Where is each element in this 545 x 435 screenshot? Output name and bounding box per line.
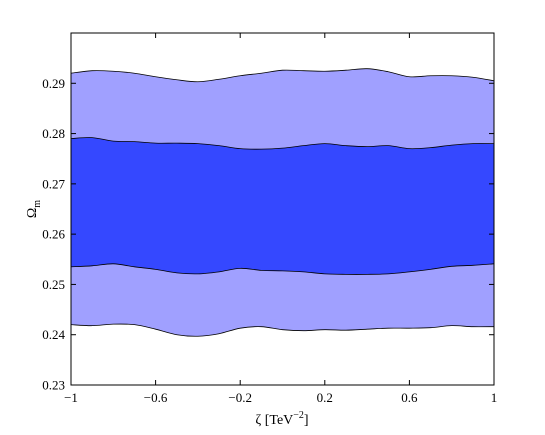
y-tick-label: 0.27 [42,176,65,191]
region-outer-upper-boundary [70,68,495,83]
region-inner-lower-boundary [70,263,495,275]
y-tick-label: 0.29 [42,76,65,91]
x-tick-label: −0.6 [144,390,168,405]
region-inner-fill [71,137,494,275]
y-tick-label: 0.25 [42,277,65,292]
y-axis-label: Ωm [25,200,43,218]
x-tick-label: 0.2 [317,390,333,405]
x-tick-label: −0.2 [228,390,252,405]
y-tick-label: 0.26 [42,227,65,242]
x-tick-label: 1 [491,390,498,405]
x-axis-label: ζ [TeV−2] [255,410,308,428]
y-tick-label: 0.28 [42,126,65,141]
axis-ticks: −1 −0.6 −0.2 0.2 0.6 1 0.23 0.24 0.25 0.26 0.27 0.2… [42,33,497,405]
x-tick-label: 0.6 [401,390,418,405]
plot-frame [70,32,495,386]
y-tick-label: 0.24 [42,327,65,342]
x-tick-label: −1 [64,390,78,405]
y-tick-label: 0.23 [42,378,65,393]
confidence-regions [70,68,495,337]
region-outer-lower-boundary [70,323,495,337]
region-inner-upper-boundary [70,137,495,150]
